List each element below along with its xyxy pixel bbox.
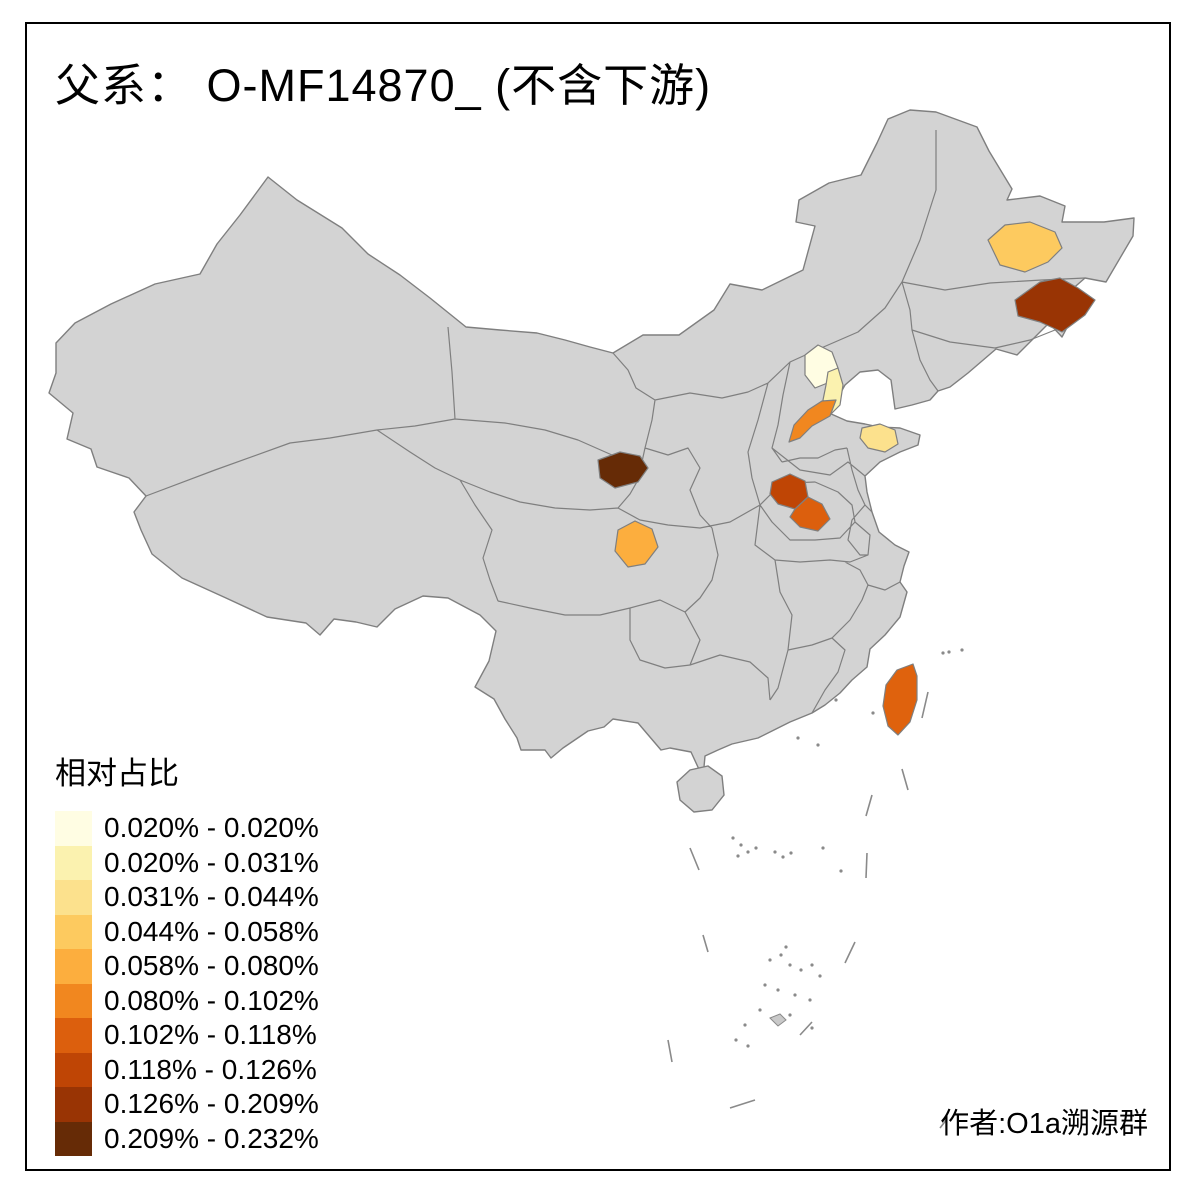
sea-islands-and-dashes bbox=[667, 648, 964, 1129]
legend-swatch bbox=[55, 1052, 92, 1087]
legend-swatch bbox=[55, 949, 92, 984]
region-northeast-harbin bbox=[987, 221, 1063, 273]
region-northwest-shandong bbox=[788, 399, 837, 443]
mainland bbox=[48, 109, 1135, 813]
legend-label: 0.044% - 0.058% bbox=[104, 915, 319, 947]
legend-swatch bbox=[55, 983, 92, 1018]
region-east-henan bbox=[789, 496, 831, 532]
region-northeast-yanbian bbox=[1014, 277, 1096, 333]
page-title: 父系： O-MF14870_ (不含下游) bbox=[55, 60, 712, 111]
legend-swatch bbox=[55, 1087, 92, 1122]
legend-label: 0.031% - 0.044% bbox=[104, 881, 319, 913]
legend-row: 0.031% - 0.044% bbox=[55, 880, 319, 915]
legend-row: 0.044% - 0.058% bbox=[55, 914, 319, 949]
legend-label: 0.020% - 0.031% bbox=[104, 846, 319, 878]
legend-row: 0.020% - 0.031% bbox=[55, 845, 319, 880]
legend-swatch bbox=[55, 1121, 92, 1156]
legend-swatch bbox=[55, 1018, 92, 1053]
legend-row: 0.080% - 0.102% bbox=[55, 983, 319, 1018]
legend-row: 0.118% - 0.126% bbox=[55, 1052, 319, 1087]
legend: 相对占比 0.020% - 0.020% 0.020% - 0.031% 0.0… bbox=[55, 748, 319, 1156]
pratas-islet bbox=[769, 1013, 787, 1027]
legend-swatch bbox=[55, 880, 92, 915]
colored-regions bbox=[597, 221, 1096, 736]
region-gansu-lanzhou bbox=[597, 451, 649, 489]
legend-row: 0.058% - 0.080% bbox=[55, 949, 319, 984]
hainan-island bbox=[676, 765, 725, 813]
legend-label: 0.020% - 0.020% bbox=[104, 812, 319, 844]
china-outline bbox=[48, 109, 1135, 779]
legend-label: 0.080% - 0.102% bbox=[104, 984, 319, 1016]
legend-label: 0.058% - 0.080% bbox=[104, 950, 319, 982]
legend-row: 0.209% - 0.232% bbox=[55, 1121, 319, 1156]
legend-row: 0.126% - 0.209% bbox=[55, 1087, 319, 1122]
author-credit: 作者:O1a溯源群 bbox=[940, 1108, 1148, 1140]
legend-swatch bbox=[55, 914, 92, 949]
legend-label: 0.126% - 0.209% bbox=[104, 1088, 319, 1120]
province-borders bbox=[145, 130, 1086, 714]
region-taiwan bbox=[882, 663, 918, 736]
legend-label: 0.209% - 0.232% bbox=[104, 1122, 319, 1154]
nine-dash-line bbox=[667, 691, 948, 1129]
legend-swatch bbox=[55, 811, 92, 846]
legend-row: 0.020% - 0.020% bbox=[55, 811, 319, 846]
region-chengdu bbox=[614, 520, 659, 568]
legend-swatch bbox=[55, 845, 92, 880]
legend-rows: 0.020% - 0.020% 0.020% - 0.031% 0.031% -… bbox=[55, 811, 319, 1156]
region-east-shandong bbox=[859, 423, 899, 453]
legend-label: 0.118% - 0.126% bbox=[104, 1053, 317, 1085]
legend-label: 0.102% - 0.118% bbox=[104, 1019, 317, 1051]
legend-title: 相对占比 bbox=[55, 756, 179, 791]
islet-dots bbox=[731, 648, 964, 1048]
legend-row: 0.102% - 0.118% bbox=[55, 1018, 319, 1053]
